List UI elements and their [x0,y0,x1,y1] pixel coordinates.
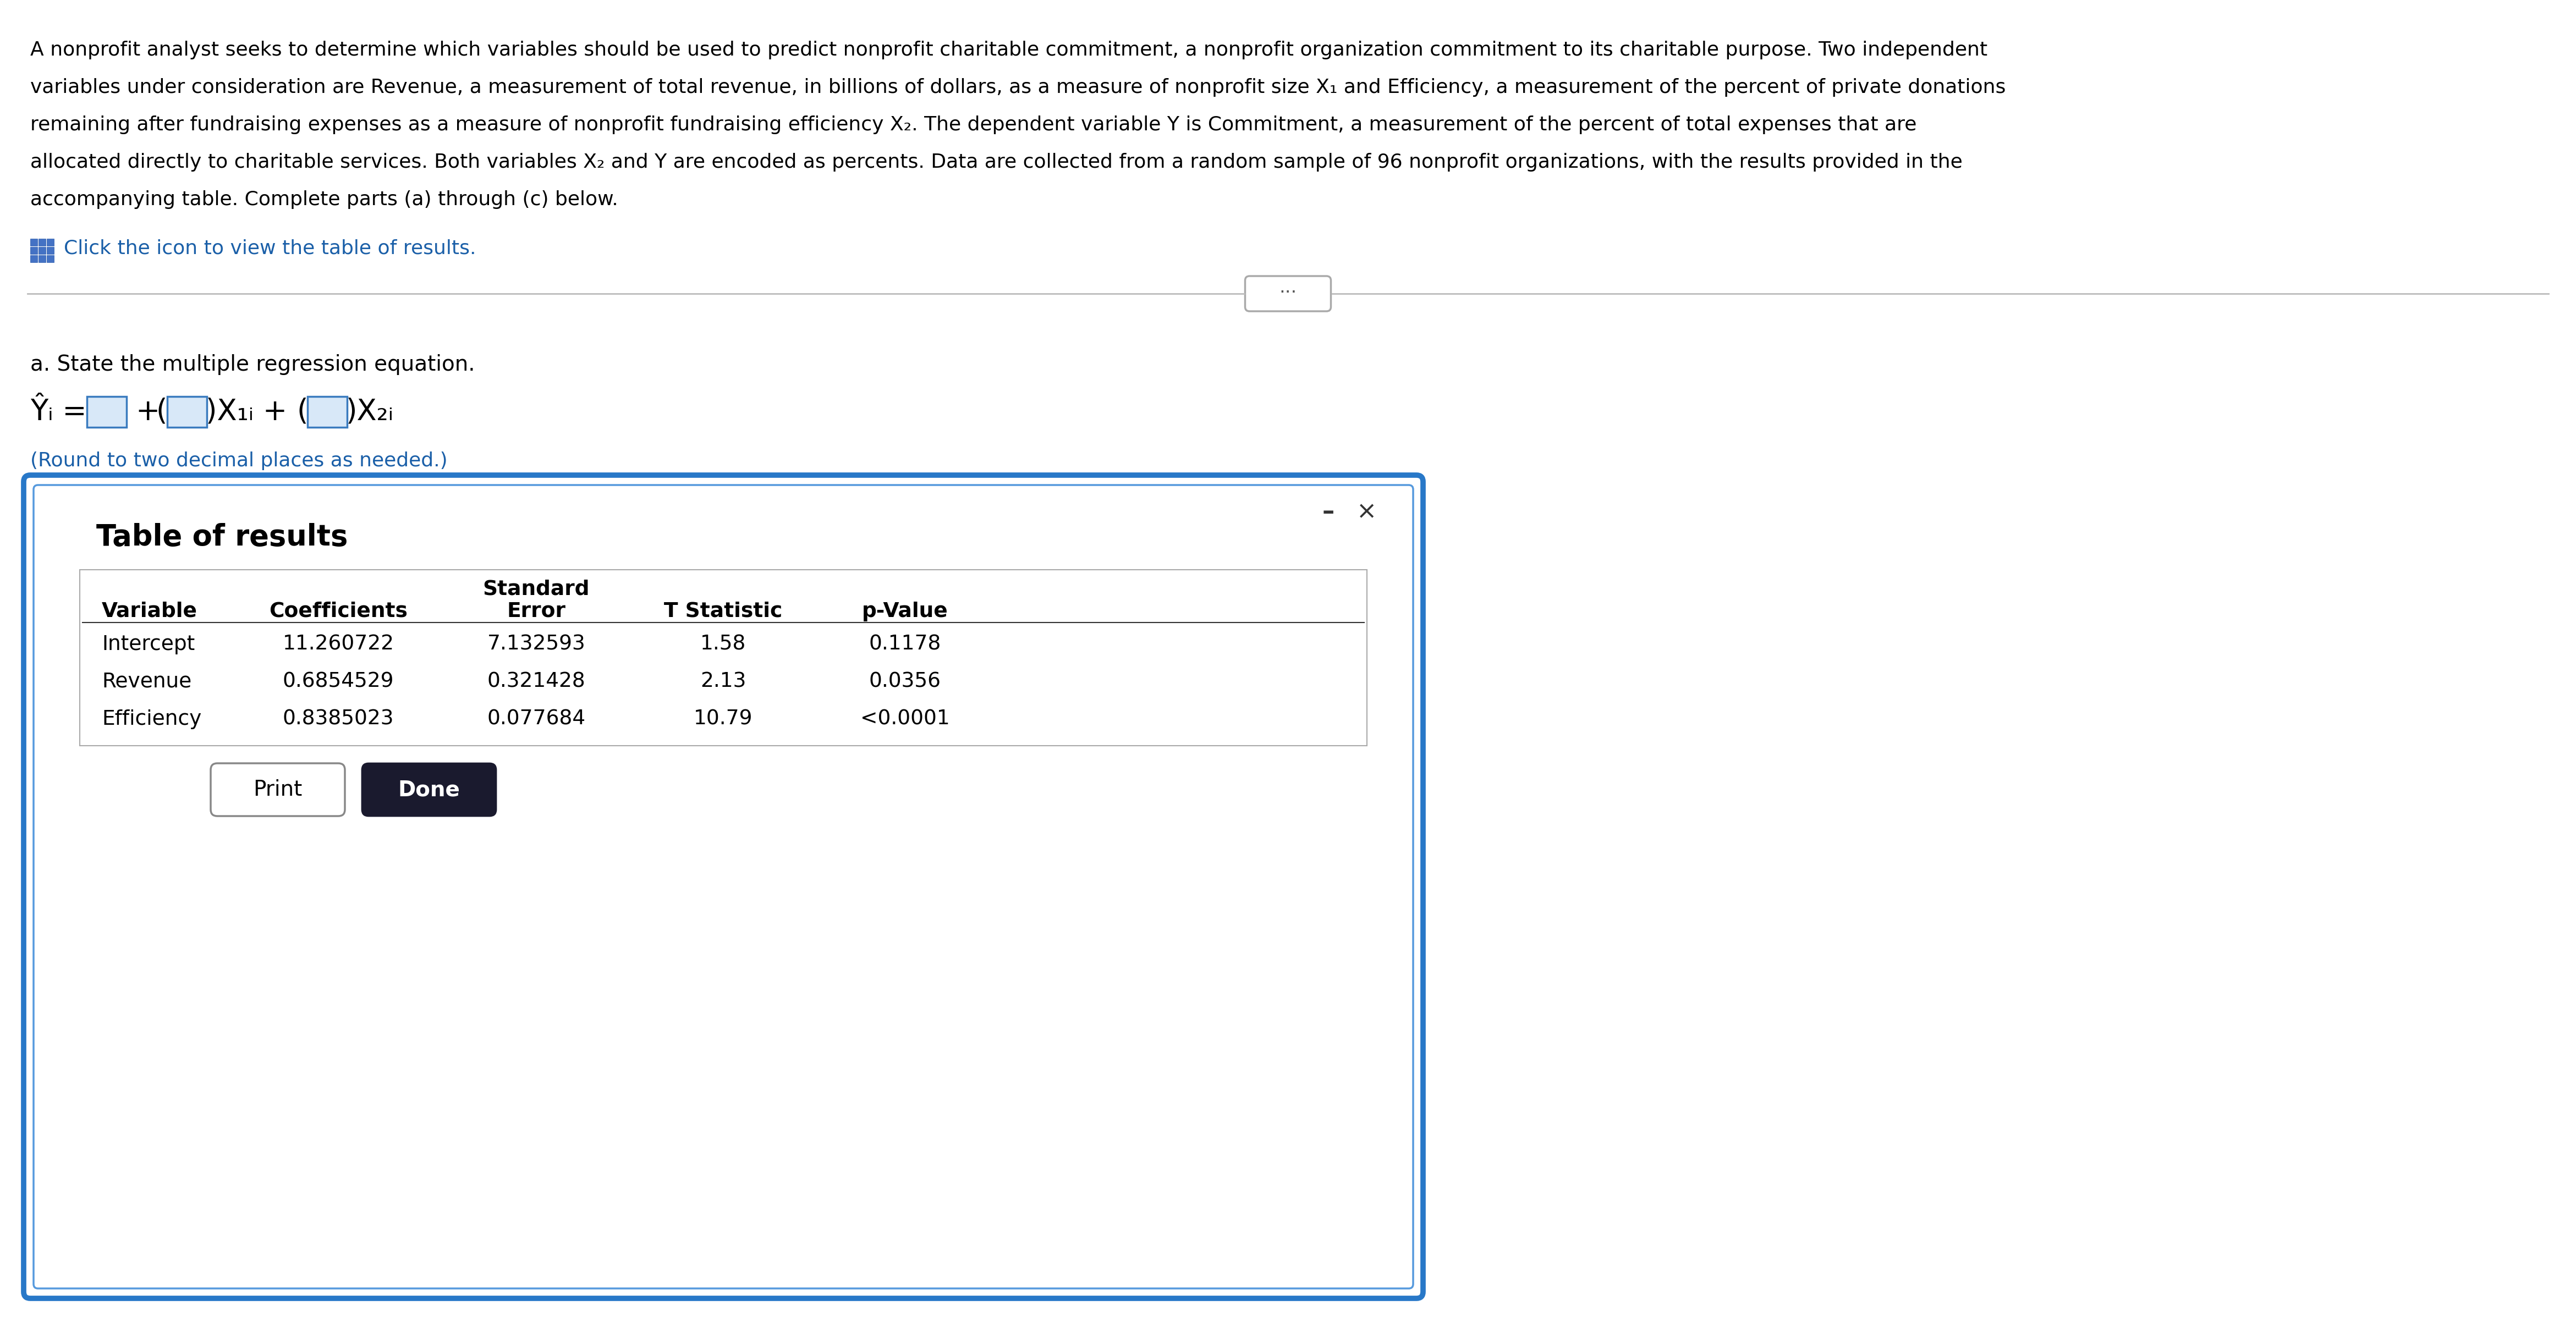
Text: )X₁ᵢ +: )X₁ᵢ + [206,398,286,426]
Text: 10.79: 10.79 [693,710,752,730]
FancyBboxPatch shape [46,239,54,246]
Text: ···: ··· [1280,283,1296,301]
FancyBboxPatch shape [39,239,46,246]
Text: variables under consideration are Revenue, a measurement of total revenue, in bi: variables under consideration are Revenu… [31,78,2007,97]
FancyBboxPatch shape [39,255,46,262]
FancyBboxPatch shape [23,475,1422,1298]
Text: Ŷᵢ =: Ŷᵢ = [31,398,88,426]
Text: Print: Print [252,779,301,800]
Text: (Round to two decimal places as needed.): (Round to two decimal places as needed.) [31,452,448,471]
FancyBboxPatch shape [363,763,497,816]
Text: 0.6854529: 0.6854529 [283,672,394,691]
Text: T Statistic: T Statistic [665,602,783,621]
FancyBboxPatch shape [211,763,345,816]
Text: 11.260722: 11.260722 [283,635,394,654]
FancyBboxPatch shape [31,247,39,254]
FancyBboxPatch shape [88,397,126,427]
Text: –: – [1321,500,1334,524]
Text: Coefficients: Coefficients [268,602,407,621]
FancyBboxPatch shape [1244,276,1332,311]
Text: Standard: Standard [482,579,590,599]
FancyBboxPatch shape [80,570,1368,746]
Text: 0.8385023: 0.8385023 [283,710,394,730]
Text: Revenue: Revenue [103,672,191,691]
Text: 2.13: 2.13 [701,672,747,691]
FancyBboxPatch shape [46,247,54,254]
Text: (: ( [157,398,167,426]
Text: Efficiency: Efficiency [103,710,201,730]
Text: Table of results: Table of results [95,524,348,551]
Text: <0.0001: <0.0001 [860,710,951,730]
Text: remaining after fundraising expenses as a measure of nonprofit fundraising effic: remaining after fundraising expenses as … [31,115,1917,134]
Text: 7.132593: 7.132593 [487,635,585,654]
Text: a. State the multiple regression equation.: a. State the multiple regression equatio… [31,354,474,375]
FancyBboxPatch shape [167,397,206,427]
Text: 0.0356: 0.0356 [868,672,940,691]
Text: allocated directly to charitable services. Both variables X₂ and Y are encoded a: allocated directly to charitable service… [31,153,1963,172]
Text: Done: Done [399,779,461,800]
Text: Variable: Variable [103,602,198,621]
FancyBboxPatch shape [31,239,39,246]
FancyBboxPatch shape [307,397,348,427]
FancyBboxPatch shape [46,255,54,262]
Text: 0.077684: 0.077684 [487,710,585,730]
Text: p-Value: p-Value [863,602,948,621]
Text: Click the icon to view the table of results.: Click the icon to view the table of resu… [64,239,477,258]
Text: +: + [137,398,160,426]
Text: 1.58: 1.58 [701,635,747,654]
FancyBboxPatch shape [39,247,46,254]
Text: Intercept: Intercept [103,635,196,654]
Text: 0.1178: 0.1178 [868,635,940,654]
Text: A nonprofit analyst seeks to determine which variables should be used to predict: A nonprofit analyst seeks to determine w… [31,41,1989,59]
FancyBboxPatch shape [31,255,39,262]
Text: accompanying table. Complete parts (a) through (c) below.: accompanying table. Complete parts (a) t… [31,190,618,209]
FancyBboxPatch shape [33,485,1414,1289]
Text: (: ( [296,398,307,426]
Text: Error: Error [507,602,567,621]
Text: ×: × [1358,500,1378,524]
Text: )X₂ᵢ: )X₂ᵢ [345,398,394,426]
Text: 0.321428: 0.321428 [487,672,585,691]
